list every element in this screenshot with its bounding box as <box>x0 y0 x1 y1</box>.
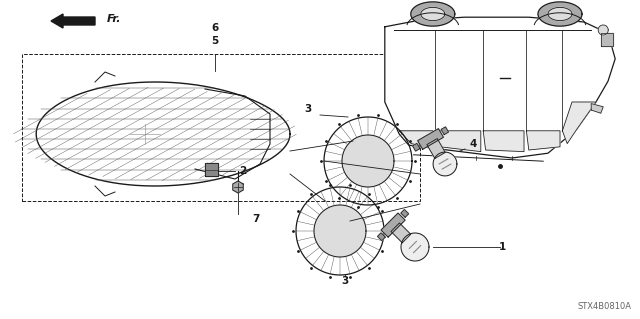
Polygon shape <box>205 163 218 176</box>
Polygon shape <box>563 102 596 144</box>
Polygon shape <box>401 210 408 217</box>
Polygon shape <box>591 104 604 113</box>
Text: 5: 5 <box>211 36 219 46</box>
Text: 4: 4 <box>469 139 477 149</box>
Polygon shape <box>433 152 457 176</box>
Text: 2: 2 <box>239 166 246 176</box>
Bar <box>22 54 420 201</box>
Polygon shape <box>411 2 455 26</box>
Polygon shape <box>314 205 366 257</box>
Polygon shape <box>378 233 385 241</box>
Polygon shape <box>538 2 582 26</box>
Polygon shape <box>526 131 560 150</box>
Text: 3: 3 <box>341 276 349 286</box>
FancyArrow shape <box>51 14 95 28</box>
Polygon shape <box>435 131 481 152</box>
Polygon shape <box>421 7 445 21</box>
Text: STX4B0810A: STX4B0810A <box>578 302 632 311</box>
Polygon shape <box>391 223 411 243</box>
Polygon shape <box>401 233 429 261</box>
Polygon shape <box>483 131 524 152</box>
Text: Fr.: Fr. <box>107 14 122 24</box>
Polygon shape <box>399 131 433 148</box>
Text: 7: 7 <box>252 214 260 224</box>
Polygon shape <box>385 17 615 158</box>
Circle shape <box>598 25 608 35</box>
Polygon shape <box>601 33 613 46</box>
Text: 6: 6 <box>211 23 219 33</box>
Polygon shape <box>381 213 405 237</box>
Polygon shape <box>441 127 449 135</box>
Polygon shape <box>36 82 290 186</box>
Text: 1: 1 <box>499 242 506 252</box>
Polygon shape <box>548 7 572 21</box>
Polygon shape <box>342 135 394 187</box>
Polygon shape <box>427 138 445 159</box>
Text: 3: 3 <box>305 104 312 114</box>
Polygon shape <box>413 143 420 151</box>
Polygon shape <box>233 181 243 193</box>
Polygon shape <box>418 129 444 149</box>
